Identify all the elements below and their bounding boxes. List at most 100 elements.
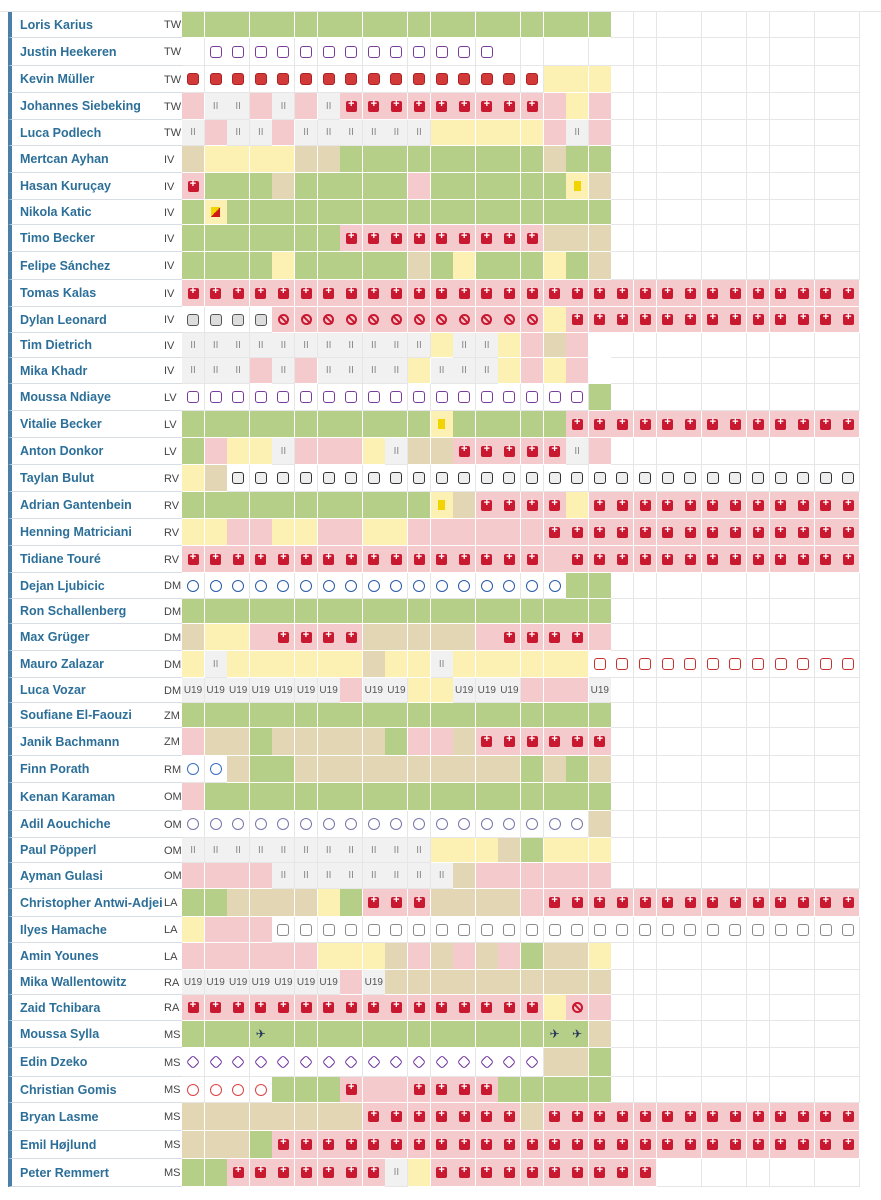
injury-icon (526, 999, 538, 1013)
empty-cell (769, 384, 793, 411)
status-cell (543, 838, 567, 863)
u19-cell: U19 (453, 678, 477, 703)
injury-cell (588, 728, 612, 756)
club-badge-icon (298, 1054, 314, 1070)
bench-label: II (438, 658, 445, 670)
status-cell (543, 783, 567, 811)
bench-cell: II (408, 333, 431, 358)
player-name-link[interactable]: Kenan Karaman (8, 783, 182, 811)
injury-cell (385, 93, 409, 120)
empty-cell (679, 384, 703, 411)
player-name-link[interactable]: Christian Gomis (8, 1077, 182, 1103)
player-name-link[interactable]: Timo Becker (8, 225, 182, 252)
injury-icon (323, 551, 335, 565)
player-name-link[interactable]: Mertcan Ayhan (8, 146, 182, 173)
empty-cell (837, 1048, 861, 1077)
status-cell (498, 411, 522, 438)
player-name-link[interactable]: Mika Wallentowitz (8, 970, 182, 995)
player-name-link[interactable]: Justin Heekeren (8, 38, 182, 66)
yellow-card-cell (430, 492, 454, 519)
bench-label: II (393, 339, 400, 351)
bench-label: II (235, 100, 241, 112)
status-cell (204, 146, 228, 173)
player-name-link[interactable]: Taylan Bulut (8, 465, 182, 492)
player-name-link[interactable]: Christopher Antwi-Adjei (8, 889, 182, 917)
injury-icon (390, 98, 402, 112)
player-name-link[interactable]: Ayman Gulasi (8, 863, 182, 889)
injury-cell (385, 225, 409, 252)
player-name-link[interactable]: Peter Remmert (8, 1159, 182, 1187)
injury-icon (616, 894, 628, 908)
player-name-link[interactable]: Zaid Tchibara (8, 995, 182, 1021)
club-badge-icon (661, 923, 674, 936)
injury-icon (752, 894, 764, 908)
player-name-link[interactable]: Ilyes Hamache (8, 917, 182, 943)
player-name-link[interactable]: Johannes Siebeking (8, 93, 182, 120)
player-name-link[interactable]: Moussa Sylla (8, 1021, 182, 1048)
player-name-link[interactable]: Henning Matriciani (8, 519, 182, 546)
suspension-cell (566, 995, 590, 1021)
status-cell (408, 943, 431, 970)
injury-cell (317, 624, 341, 651)
player-name-link[interactable]: Edin Dzeko (8, 1048, 182, 1077)
player-name-link[interactable]: Janik Bachmann (8, 728, 182, 756)
injury-icon (662, 1108, 674, 1122)
bench-cell: II (272, 438, 296, 465)
player-name-link[interactable]: Amin Younes (8, 943, 182, 970)
injury-icon (390, 285, 402, 299)
player-row: Dejan Ljubicic DM (8, 573, 881, 599)
player-name-link[interactable]: Max Grüger (8, 624, 182, 651)
injury-cell (634, 307, 657, 333)
player-name-link[interactable]: Emil Højlund (8, 1131, 182, 1159)
player-name-link[interactable]: Ron Schallenberg (8, 599, 182, 624)
player-name-link[interactable]: Tomas Kalas (8, 280, 182, 307)
club-badge-icon (254, 579, 267, 592)
club-badge-cell (769, 465, 793, 492)
injury-cell (498, 1131, 522, 1159)
u19-label: U19 (206, 976, 225, 988)
bench-cell: II (340, 838, 364, 863)
injury-icon (571, 894, 583, 908)
player-name-link[interactable]: Adrian Gantenbein (8, 492, 182, 519)
status-cell (543, 12, 567, 38)
player-name-link[interactable]: Paul Pöpperl (8, 838, 182, 863)
player-name-link[interactable]: Tidiane Touré (8, 546, 182, 573)
injury-cell (204, 995, 228, 1021)
player-name-link[interactable]: Adil Aouchiche (8, 811, 182, 838)
player-name-link[interactable]: Vitalie Becker (8, 411, 182, 438)
injury-cell (272, 624, 296, 651)
injury-icon (436, 1164, 448, 1178)
player-name-link[interactable]: Hasan Kuruçay (8, 173, 182, 200)
player-name-link[interactable]: Luca Vozar (8, 678, 182, 703)
player-name-link[interactable]: Luca Podlech (8, 120, 182, 146)
player-name-link[interactable]: Bryan Lasme (8, 1103, 182, 1131)
player-name-link[interactable]: Felipe Sánchez (8, 252, 182, 280)
club-badge-cell (272, 573, 296, 599)
player-name-link[interactable]: Tim Dietrich (8, 333, 182, 358)
status-cell (272, 120, 296, 146)
player-name-link[interactable]: Nikola Katic (8, 200, 182, 225)
empty-cell (656, 358, 680, 384)
player-name-link[interactable]: Kevin Müller (8, 66, 182, 93)
injury-icon (187, 999, 199, 1013)
airplane-icon: ✈ (572, 1027, 583, 1041)
player-row: Max Grüger DM (8, 624, 881, 651)
player-name-link[interactable]: Loris Karius (8, 12, 182, 38)
club-badge-icon (344, 1054, 359, 1070)
player-name-link[interactable]: Dejan Ljubicic (8, 573, 182, 599)
player-name-link[interactable]: Finn Porath (8, 756, 182, 783)
status-cell (340, 678, 364, 703)
injury-cell (543, 280, 567, 307)
player-row: Mika Khadr IV II II II II II II II II II II II (8, 358, 881, 384)
player-name-link[interactable]: Dylan Leonard (8, 307, 182, 333)
airplane-icon: ✈ (255, 1027, 266, 1041)
bench-label: II (348, 844, 354, 856)
player-name-link[interactable]: Mika Khadr (8, 358, 182, 384)
status-cell (182, 200, 205, 225)
player-name-link[interactable]: Moussa Ndiaye (8, 384, 182, 411)
player-name-link[interactable]: Mauro Zalazar (8, 651, 182, 678)
injury-cell (521, 438, 544, 465)
player-name-link[interactable]: Soufiane El-Faouzi (8, 703, 182, 728)
empty-cell (611, 200, 635, 225)
player-name-link[interactable]: Anton Donkor (8, 438, 182, 465)
